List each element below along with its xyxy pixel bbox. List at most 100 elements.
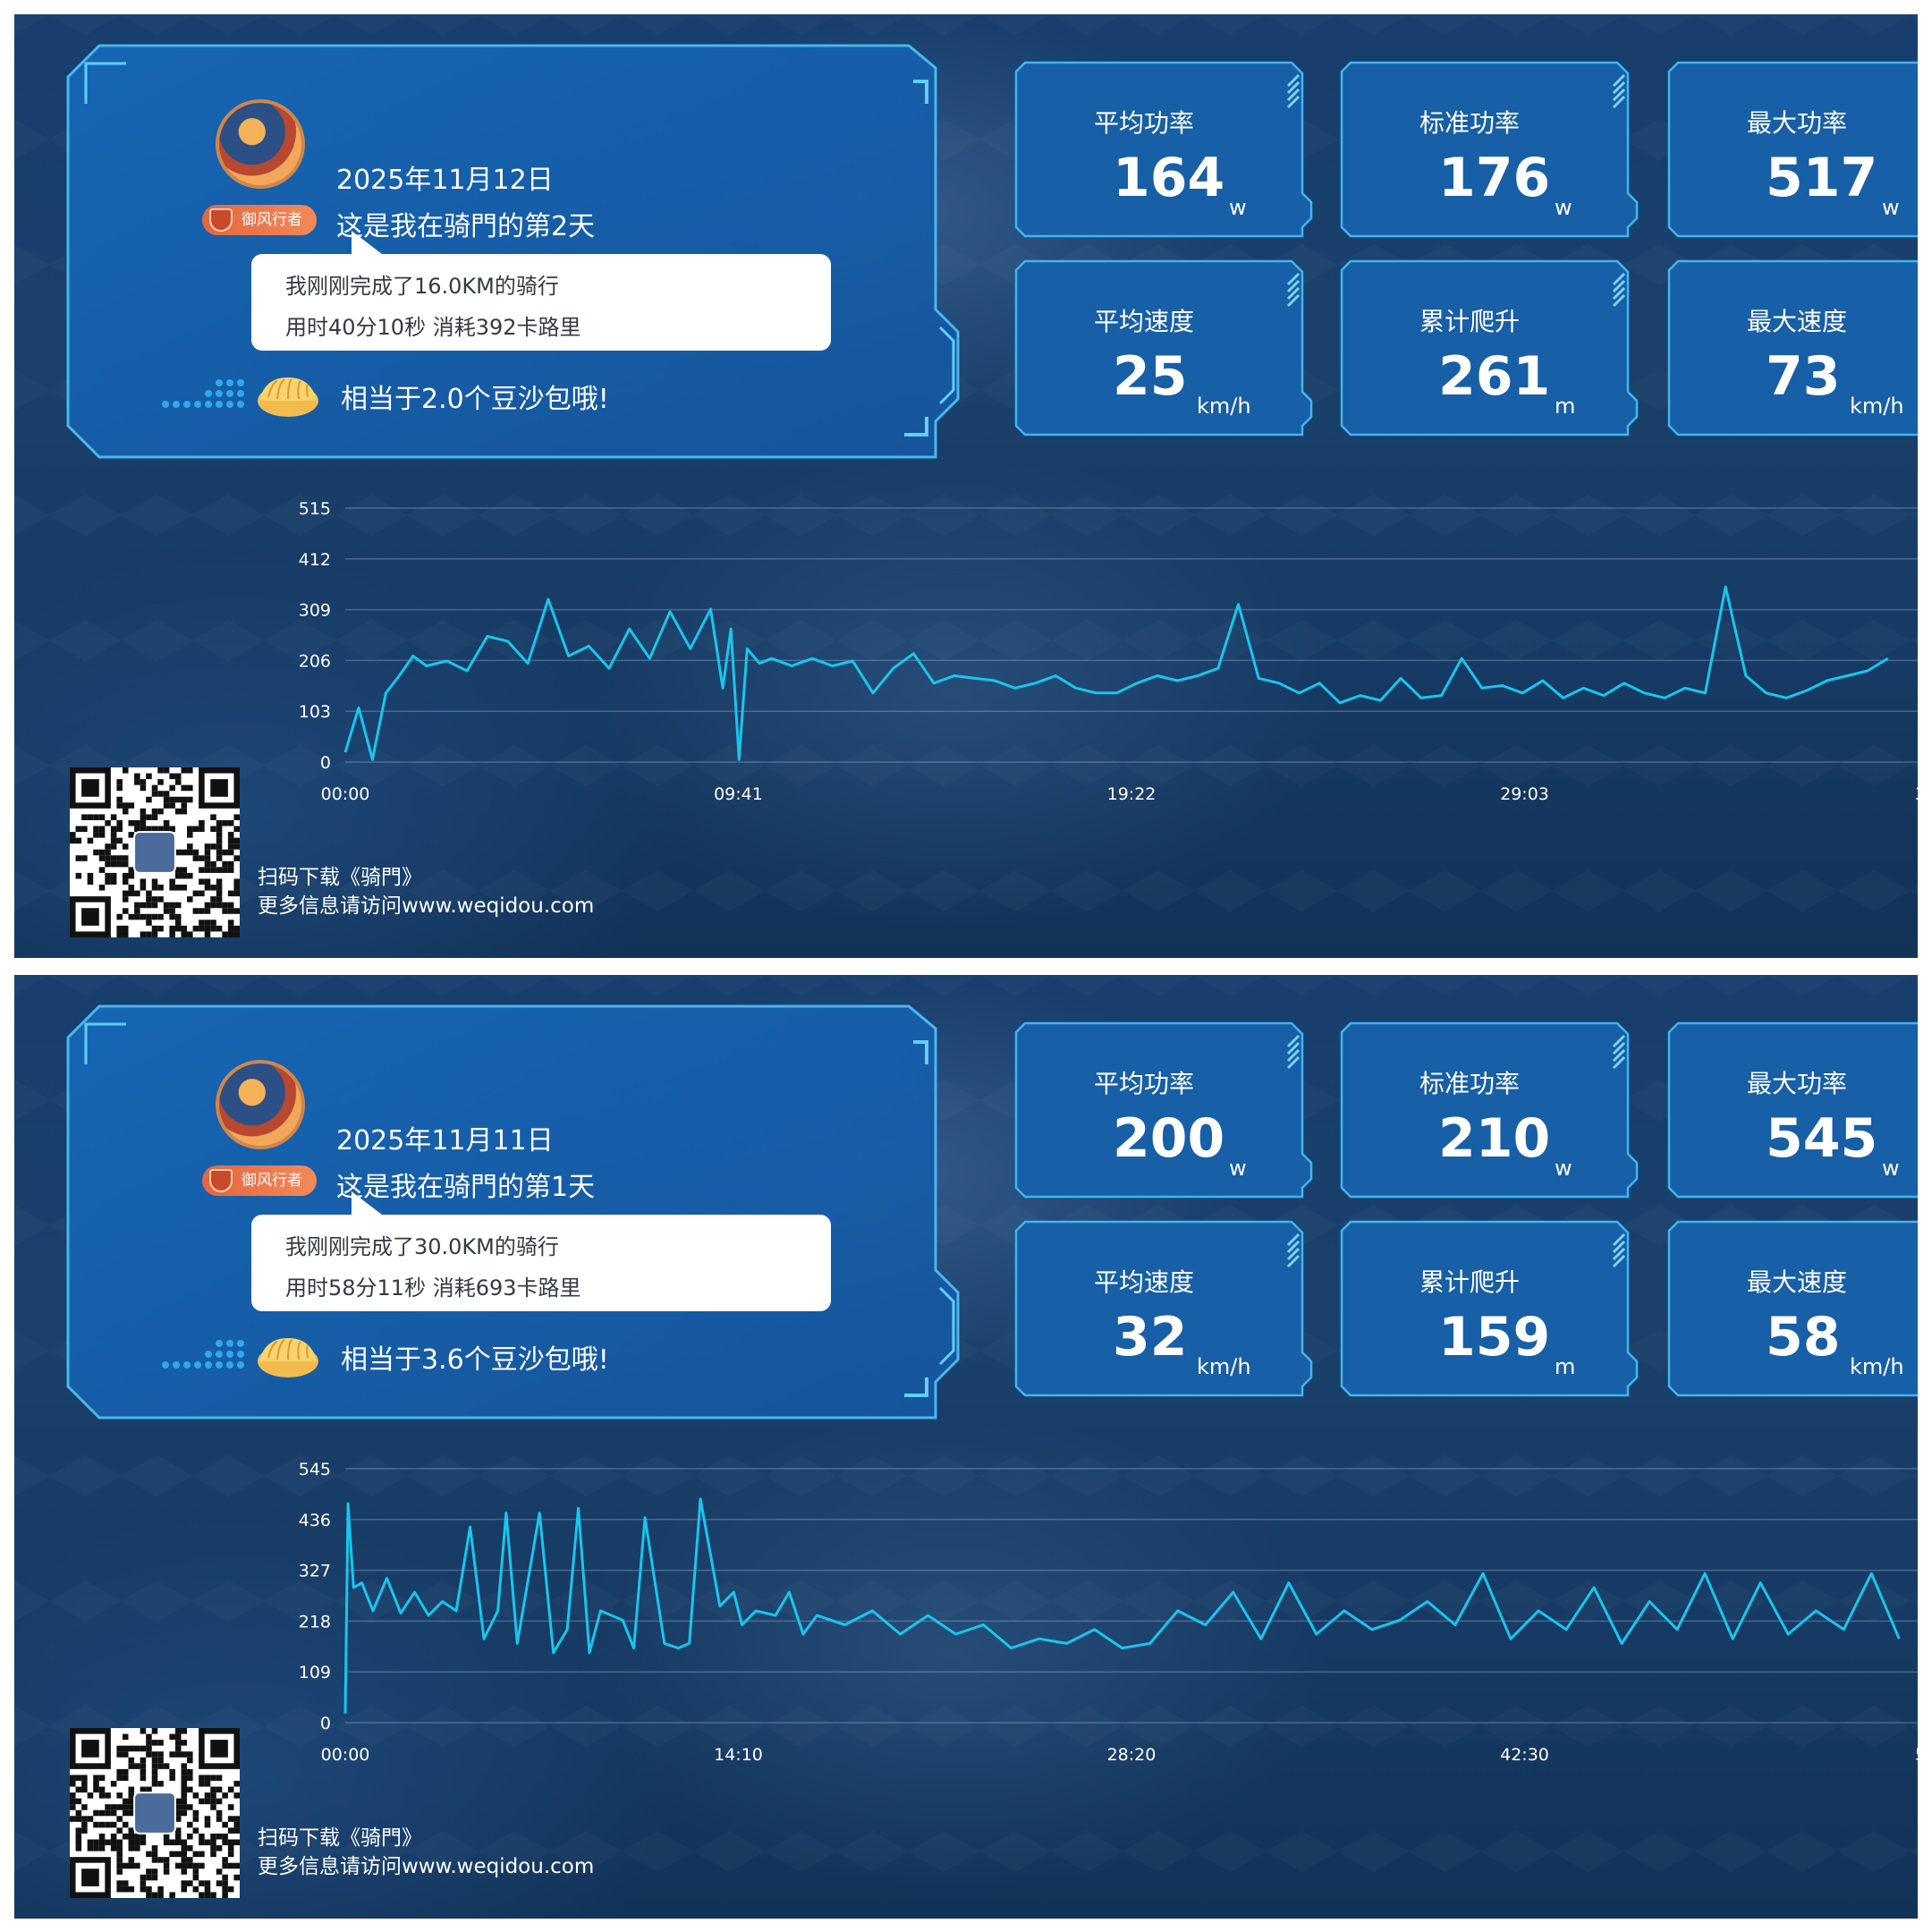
shield-icon — [209, 1169, 233, 1192]
stat-unit: w — [1229, 1156, 1247, 1181]
stat-card-frame — [1340, 1220, 1639, 1397]
stat-label: 平均功率 — [1093, 108, 1194, 138]
profile-card: 御风行者 2025年11月12日 这是我在骑門的第2天 我刚刚完成了16.0KM… — [64, 41, 985, 462]
y-tick-label: 206 — [299, 651, 331, 671]
stat-unit: m — [1555, 1354, 1576, 1379]
calorie-equivalent-text: 相当于2.0个豆沙包哦! — [341, 384, 609, 415]
y-tick-label: 309 — [299, 601, 331, 621]
y-tick-label: 103 — [299, 702, 331, 722]
qr-caption-website: 更多信息请访问www.weqidou.com — [258, 894, 595, 918]
ride-time-calories-text: 用时58分11秒 消耗693卡路里 — [285, 1275, 581, 1301]
stat-card-frame — [1667, 1220, 1918, 1397]
rank-badge-label: 御风行者 — [242, 1172, 302, 1190]
x-tick-label: 19:22 — [1107, 784, 1157, 804]
stat-value: 25 — [1113, 345, 1188, 408]
stat-card-normalized-power: 标准功率 176 w — [1340, 59, 1640, 242]
stat-label: 累计爬升 — [1419, 1267, 1520, 1297]
ride-distance-text: 我刚刚完成了16.0KM的骑行 — [285, 274, 559, 299]
power-line-chart: 0 103 206 309 412 515 00:00 09:41 19:22 29:03 38 — [299, 499, 1918, 804]
qr-caption-download: 扫码下载《骑門》 — [258, 1826, 422, 1850]
qr-caption-website: 更多信息请访问www.weqidou.com — [258, 1855, 595, 1878]
x-tick-label: 28:20 — [1107, 1745, 1157, 1765]
stat-value: 545 — [1766, 1107, 1878, 1170]
stat-card-avg-speed: 平均速度 32 km/h — [1014, 1218, 1314, 1401]
bean-bun-icon — [258, 377, 318, 417]
x-tick-label: 14:10 — [714, 1745, 763, 1765]
stat-label: 最大功率 — [1746, 108, 1847, 138]
qr-code[interactable] — [70, 1728, 240, 1898]
y-tick-label: 109 — [299, 1663, 331, 1682]
shield-icon — [209, 208, 233, 232]
x-tick-label: 00:00 — [321, 784, 370, 804]
rank-badge: 御风行者 — [202, 205, 317, 235]
stat-label: 平均速度 — [1093, 307, 1194, 336]
stat-value: 159 — [1438, 1306, 1551, 1368]
y-tick-label: 436 — [299, 1511, 331, 1530]
power-series-line — [343, 585, 1889, 761]
stat-label: 最大功率 — [1746, 1069, 1847, 1098]
stat-card-max-speed: 最大速度 73 km/h — [1667, 258, 1918, 440]
speech-bubble: 我刚刚完成了16.0KM的骑行 用时40分10秒 消耗392卡路里 — [251, 231, 831, 351]
stat-card-frame — [1667, 1021, 1918, 1199]
stat-unit: km/h — [1850, 1354, 1904, 1379]
stat-label: 平均速度 — [1093, 1267, 1194, 1297]
x-tick-label: 29:03 — [1500, 784, 1549, 804]
bean-bun-icon — [258, 1338, 318, 1377]
calorie-equivalent-text: 相当于3.6个豆沙包哦! — [341, 1344, 609, 1376]
y-tick-label: 327 — [299, 1562, 331, 1581]
y-tick-label: 218 — [299, 1612, 331, 1631]
ride-summary-panel-1: 御风行者 2025年11月12日 这是我在骑門的第2天 我刚刚完成了16.0KM… — [14, 14, 1918, 958]
y-tick-label: 545 — [299, 1460, 331, 1479]
stat-unit: m — [1555, 394, 1576, 419]
stat-card-frame — [1340, 61, 1639, 238]
stat-value: 164 — [1113, 147, 1225, 209]
dots-decoration-icon — [162, 1340, 244, 1368]
speech-bubble: 我刚刚完成了30.0KM的骑行 用时58分11秒 消耗693卡路里 — [251, 1191, 831, 1311]
dots-decoration-icon — [162, 379, 244, 408]
stat-value: 32 — [1113, 1306, 1188, 1368]
stat-card-avg-power: 平均功率 200 w — [1014, 1020, 1314, 1202]
stat-card-avg-speed: 平均速度 25 km/h — [1014, 258, 1314, 440]
stat-value: 73 — [1766, 345, 1841, 408]
stat-card-frame — [1667, 61, 1918, 238]
avatar — [216, 1060, 305, 1149]
stat-label: 最大速度 — [1746, 307, 1847, 336]
ride-date: 2025年11月11日 — [336, 1125, 554, 1157]
stat-unit: km/h — [1197, 1354, 1251, 1379]
y-tick-label: 0 — [320, 753, 331, 773]
power-series-line — [343, 1497, 1901, 1714]
x-tick-label: 38 — [1915, 784, 1918, 804]
ride-summary-panel-2: 御风行者 2025年11月11日 这是我在骑門的第1天 我刚刚完成了30.0KM… — [14, 975, 1918, 1919]
stat-label: 最大速度 — [1746, 1267, 1847, 1297]
y-tick-label: 0 — [320, 1714, 331, 1733]
stat-card-frame — [1340, 1021, 1639, 1199]
stat-card-max-power: 最大功率 545 w — [1667, 1020, 1918, 1202]
stat-card-normalized-power: 标准功率 210 w — [1340, 1020, 1640, 1202]
stat-card-frame — [1014, 1220, 1313, 1397]
stat-card-max-speed: 最大速度 58 km/h — [1667, 1218, 1918, 1401]
stat-value: 261 — [1438, 345, 1551, 408]
x-tick-label: 42:30 — [1500, 1745, 1549, 1765]
x-tick-label: 00:00 — [321, 1745, 370, 1765]
stat-value: 58 — [1766, 1306, 1841, 1368]
stat-label: 累计爬升 — [1419, 307, 1520, 336]
x-tick-label: 09:41 — [714, 784, 763, 804]
rank-badge-label: 御风行者 — [242, 211, 302, 229]
stat-unit: km/h — [1850, 394, 1904, 419]
profile-card: 御风行者 2025年11月11日 这是我在骑門的第1天 我刚刚完成了30.0KM… — [64, 1002, 985, 1422]
stat-card-avg-power: 平均功率 164 w — [1014, 59, 1314, 242]
stat-card-max-power: 最大功率 517 w — [1667, 59, 1918, 242]
stat-card-frame — [1014, 61, 1313, 238]
ride-time-calories-text: 用时40分10秒 消耗392卡路里 — [285, 315, 581, 340]
stat-label: 平均功率 — [1093, 1069, 1194, 1098]
y-tick-label: 412 — [299, 550, 331, 570]
stat-unit: w — [1882, 195, 1900, 220]
ride-date: 2025年11月12日 — [336, 165, 554, 196]
stat-card-frame — [1667, 259, 1918, 436]
stat-card-frame — [1014, 1021, 1313, 1199]
stat-unit: km/h — [1197, 394, 1251, 419]
rank-badge: 御风行者 — [202, 1165, 317, 1196]
stat-unit: w — [1229, 195, 1247, 220]
stat-label: 标准功率 — [1419, 1069, 1520, 1098]
qr-code[interactable] — [70, 767, 240, 937]
